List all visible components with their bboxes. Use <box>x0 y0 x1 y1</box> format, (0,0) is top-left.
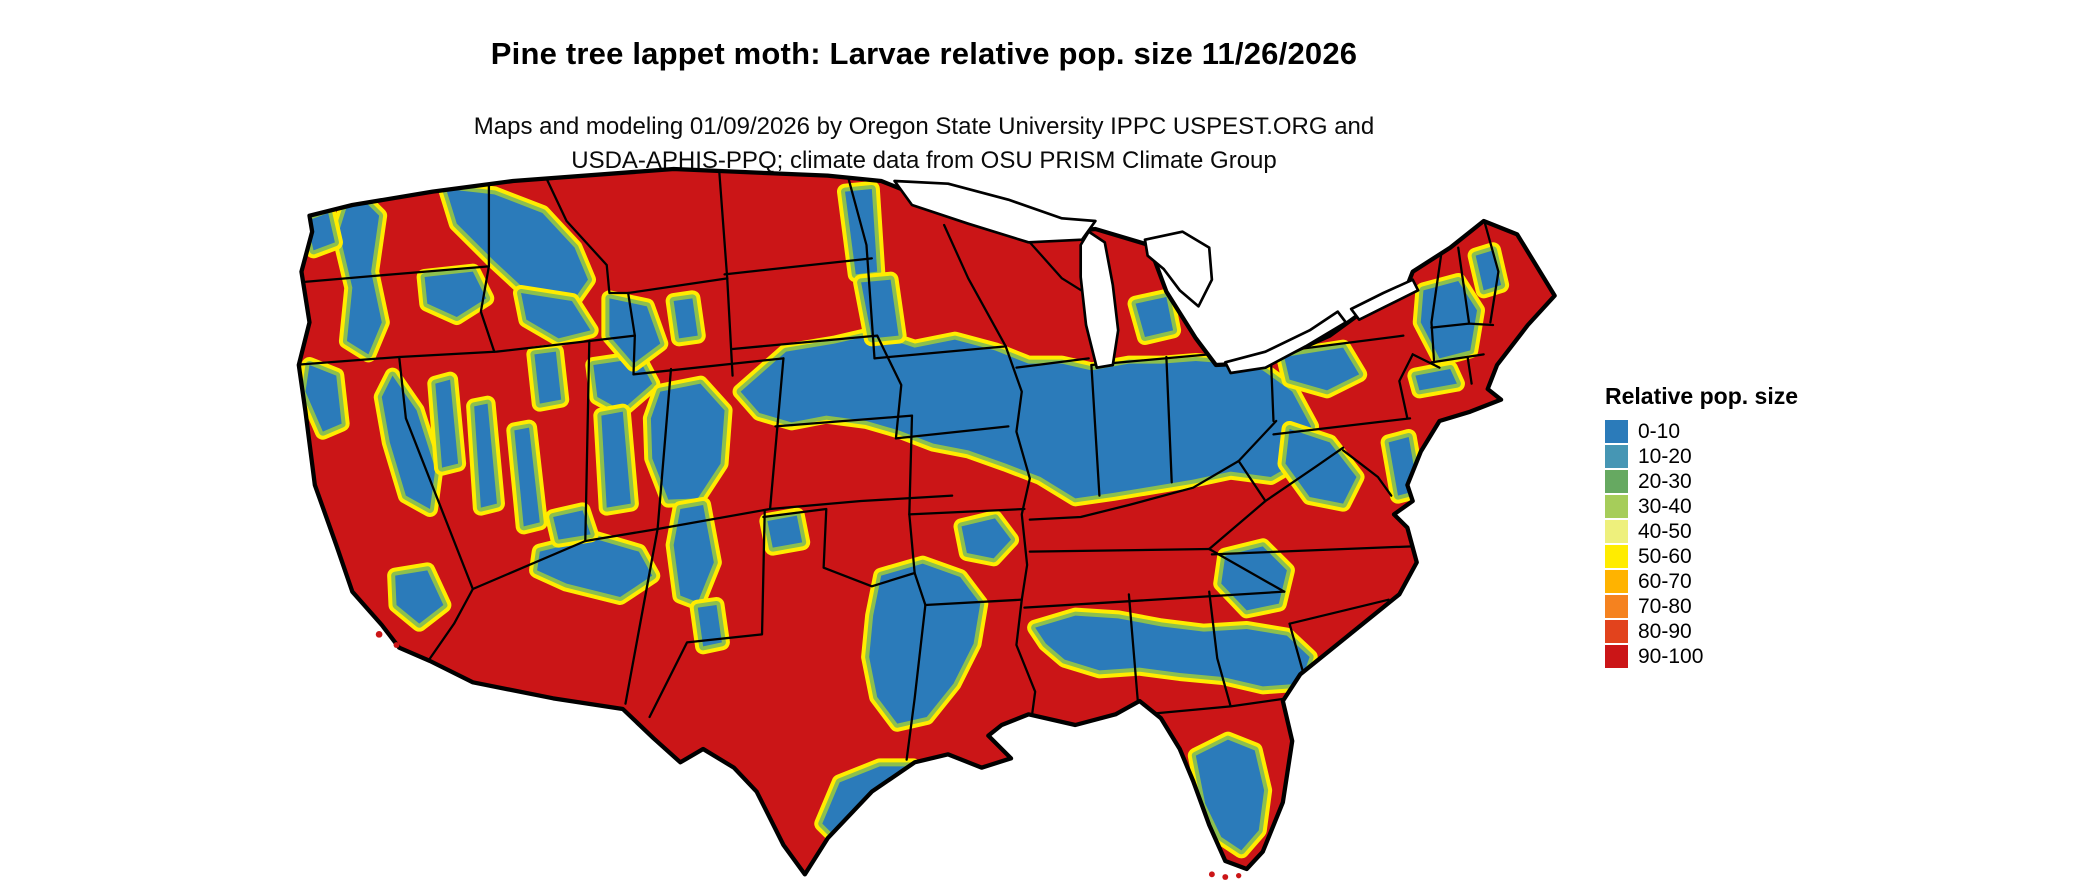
page-title: Pine tree lappet moth: Larvae relative p… <box>490 36 1358 71</box>
raster-low-population-area <box>845 189 878 275</box>
legend-swatch <box>1605 545 1628 568</box>
legend-swatch <box>1605 595 1628 618</box>
legend-item: 90-100 <box>1605 644 1798 669</box>
legend-swatch <box>1605 470 1628 493</box>
national-border <box>296 166 1557 877</box>
legend-label: 60-70 <box>1638 569 1692 593</box>
legend-swatch <box>1605 645 1628 668</box>
raster-low-population-area <box>1135 297 1174 337</box>
raster-low-population-area <box>650 383 725 500</box>
raster-low-population-area <box>1035 615 1310 687</box>
legend-swatch <box>1605 445 1628 468</box>
legend-label: 80-90 <box>1638 619 1692 643</box>
raster-low-population-area <box>673 505 714 603</box>
legend-label: 10-20 <box>1638 444 1692 468</box>
legend-items: 0-10 10-20 20-30 30-40 40-50 50-60 60-70 70-80 8… <box>1605 419 1798 669</box>
legend-swatch <box>1605 495 1628 518</box>
raster-low-population-area <box>446 189 588 307</box>
raster-low-population-area <box>435 379 459 468</box>
subtitle-line-1: Maps and modeling 01/09/2026 by Oregon S… <box>473 113 1375 140</box>
legend-item: 20-30 <box>1605 469 1798 494</box>
raster-low-population-area <box>1195 739 1265 851</box>
us-map <box>272 165 1560 885</box>
raster-low-population-area <box>521 293 591 339</box>
raster-low-population-area <box>1415 369 1457 391</box>
legend-item: 10-20 <box>1605 444 1798 469</box>
legend-label: 90-100 <box>1638 644 1704 668</box>
lake-erie <box>1223 310 1348 375</box>
legend-label: 30-40 <box>1638 494 1692 518</box>
map-svg <box>296 166 1557 880</box>
lake-michigan <box>1079 230 1120 369</box>
great-lakes <box>893 179 1420 375</box>
raster-low-population-area <box>767 515 803 548</box>
legend-item: 40-50 <box>1605 519 1798 544</box>
raster-low-population-area <box>553 510 591 540</box>
raster-low-population-area <box>673 298 698 339</box>
lake-huron <box>1143 230 1214 308</box>
legend-item: 80-90 <box>1605 619 1798 644</box>
legend-label: 70-80 <box>1638 594 1692 618</box>
legend-swatch <box>1605 620 1628 643</box>
lake-superior <box>893 179 1097 244</box>
raster-low-population-area <box>424 271 487 317</box>
raster-low-population-area <box>961 518 1012 559</box>
legend-item: 60-70 <box>1605 569 1798 594</box>
legend-label: 20-30 <box>1638 469 1692 493</box>
raster-low-population-area <box>601 411 631 508</box>
legend-label: 50-60 <box>1638 544 1692 568</box>
raster-low-population-area <box>593 358 653 411</box>
legend: Relative pop. size 0-10 10-20 20-30 30-40 40… <box>1605 383 1798 669</box>
islands <box>375 631 1242 880</box>
subtitle: Maps and modeling 01/09/2026 by Oregon S… <box>0 110 1848 178</box>
raster-low-population-area <box>1284 347 1360 391</box>
raster-low-population-area <box>740 334 1311 499</box>
raster-low-population-area <box>697 605 722 647</box>
legend-item: 0-10 <box>1605 419 1798 444</box>
raster-low-population-area <box>381 375 436 509</box>
raster-low-population-area <box>338 189 382 355</box>
raster-low-population-area <box>514 427 540 527</box>
raster-low-population-area <box>305 365 342 432</box>
legend-title: Relative pop. size <box>1605 383 1799 409</box>
raster-low-population-area <box>537 538 653 597</box>
legend-label: 0-10 <box>1638 419 1681 443</box>
legend-item: 50-60 <box>1605 544 1798 569</box>
population-raster <box>298 181 1510 859</box>
raster-low-population-area <box>534 351 562 404</box>
lake-ontario <box>1349 278 1420 321</box>
raster-low-population-area <box>1285 429 1357 504</box>
raster-low-population-area <box>474 403 497 508</box>
legend-item: 30-40 <box>1605 494 1798 519</box>
legend-swatch <box>1605 420 1628 443</box>
legend-label: 40-50 <box>1638 519 1692 543</box>
legend-swatch <box>1605 570 1628 593</box>
legend-swatch <box>1605 520 1628 543</box>
legend-item: 70-80 <box>1605 594 1798 619</box>
raster-low-population-area <box>395 570 444 624</box>
raster-low-population-area <box>306 213 335 251</box>
